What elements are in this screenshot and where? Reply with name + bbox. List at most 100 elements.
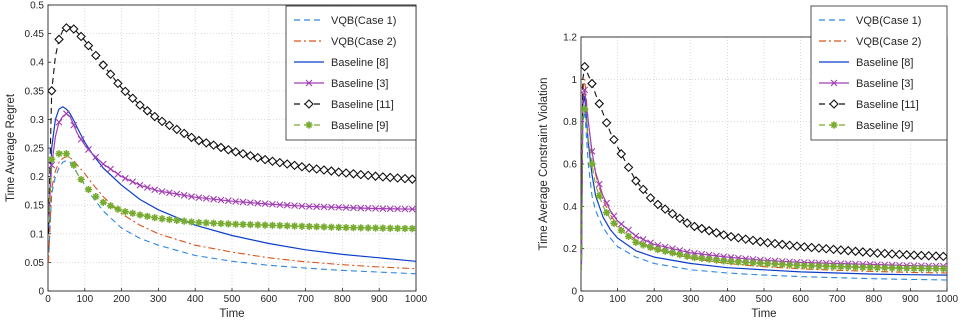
legend-item: VQB(Case 1) xyxy=(819,15,921,27)
data-point xyxy=(881,264,889,272)
data-point xyxy=(129,209,137,217)
data-point xyxy=(239,198,247,206)
data-point xyxy=(792,241,802,251)
data-point xyxy=(333,167,344,177)
x-tick-label: 900 xyxy=(371,294,388,305)
x-tick-label: 800 xyxy=(865,294,882,305)
data-point xyxy=(762,237,773,248)
x-tick-label: 100 xyxy=(609,294,626,305)
data-point xyxy=(298,202,306,210)
data-point xyxy=(98,60,108,70)
data-point xyxy=(48,155,56,164)
legend-item: Baseline [9] xyxy=(819,120,913,132)
data-point xyxy=(603,209,611,217)
data-point xyxy=(931,251,941,261)
data-point xyxy=(386,224,394,232)
data-point xyxy=(320,203,328,211)
data-point xyxy=(756,259,764,267)
data-point xyxy=(740,234,751,244)
data-point xyxy=(786,261,794,269)
data-point xyxy=(800,262,808,270)
data-point xyxy=(275,157,285,168)
series-0 xyxy=(581,110,947,281)
data-point xyxy=(865,247,875,258)
legend-label: Baseline [9] xyxy=(331,120,388,132)
data-point xyxy=(660,204,670,214)
data-point xyxy=(704,225,714,236)
data-point xyxy=(341,168,351,178)
data-point xyxy=(814,243,824,253)
legend-label: Baseline [3] xyxy=(856,78,913,90)
y-tick-label: 0.1 xyxy=(30,229,44,240)
y-tick-label: 0.4 xyxy=(30,58,44,69)
data-point xyxy=(603,199,611,207)
y-tick-label: 0.6 xyxy=(563,160,577,171)
data-point xyxy=(85,146,92,153)
legend-label: Baseline [3] xyxy=(331,78,388,90)
x-tick-label: 1000 xyxy=(405,294,428,305)
data-point xyxy=(872,248,883,258)
y-tick-label: 0.5 xyxy=(30,1,44,12)
data-point xyxy=(631,176,641,186)
data-point xyxy=(216,142,226,153)
data-point xyxy=(92,193,100,201)
data-point xyxy=(407,174,416,184)
x-tick-label: 900 xyxy=(902,294,919,305)
series-line xyxy=(581,95,947,276)
data-point xyxy=(910,264,918,272)
legend-box xyxy=(285,5,417,141)
data-point xyxy=(379,205,387,213)
x-tick-label: 1000 xyxy=(936,294,959,305)
data-point xyxy=(894,249,905,260)
data-point xyxy=(208,140,219,150)
series-3 xyxy=(48,110,416,223)
data-point xyxy=(379,224,387,232)
data-point xyxy=(291,202,298,210)
data-point xyxy=(230,147,241,157)
data-point xyxy=(806,242,817,253)
legend-label: Baseline [8] xyxy=(856,57,913,69)
data-point xyxy=(690,253,699,262)
y-tick-label: 0 xyxy=(38,287,44,298)
y-tick-label: 0.8 xyxy=(563,117,577,128)
data-point xyxy=(83,40,94,51)
legend-marker xyxy=(829,99,839,109)
data-point xyxy=(276,201,284,209)
data-point xyxy=(718,230,729,240)
data-point xyxy=(394,224,402,232)
data-point xyxy=(401,224,409,233)
data-point xyxy=(851,263,860,271)
data-point xyxy=(55,150,63,158)
data-point xyxy=(151,214,159,222)
data-point xyxy=(297,161,307,172)
data-point xyxy=(164,120,175,131)
data-point xyxy=(127,93,138,104)
data-point xyxy=(210,219,218,227)
data-point xyxy=(254,221,262,229)
data-point xyxy=(349,224,358,232)
data-point xyxy=(371,224,380,232)
data-point xyxy=(195,194,203,201)
data-point xyxy=(587,78,597,89)
data-point xyxy=(305,203,313,210)
data-point xyxy=(408,205,416,213)
data-point xyxy=(106,202,115,210)
data-point xyxy=(165,215,174,224)
data-point xyxy=(268,221,277,229)
data-point xyxy=(99,160,107,168)
legend-item: Baseline [3] xyxy=(819,78,913,90)
data-point xyxy=(364,204,372,212)
data-point xyxy=(903,264,911,272)
data-point xyxy=(895,264,904,272)
data-point xyxy=(63,110,70,118)
y-tick-label: 0.2 xyxy=(30,172,44,183)
legend-item: VQB(Case 2) xyxy=(819,36,921,48)
data-point xyxy=(217,196,225,204)
series-line xyxy=(48,160,416,275)
data-point xyxy=(888,264,896,272)
data-point xyxy=(400,173,410,184)
data-point xyxy=(84,185,93,194)
data-point xyxy=(923,250,934,261)
data-point xyxy=(283,222,291,230)
